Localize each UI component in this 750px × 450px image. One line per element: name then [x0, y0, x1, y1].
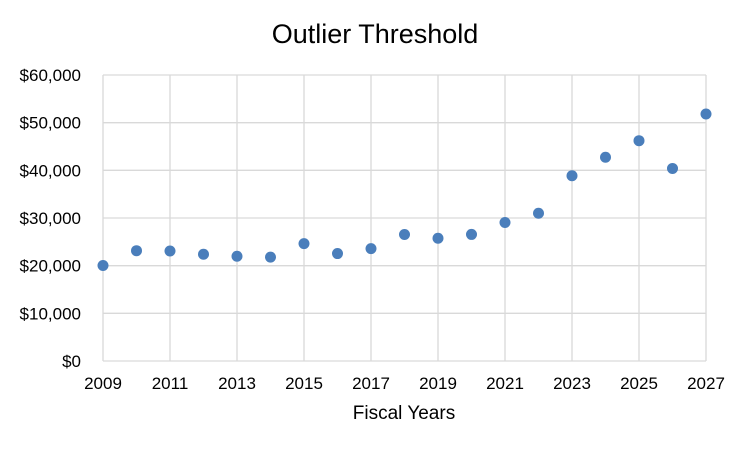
x-axis-ticks: 2009 2011 2013 2015 2017 2019 2021 2023 2025 2027 [84, 374, 725, 393]
data-point [499, 216, 511, 228]
x-tick-label: 2019 [419, 374, 457, 393]
data-point [399, 229, 410, 241]
y-tick-label: $40,000 [20, 161, 81, 180]
x-tick-label: 2009 [84, 374, 122, 393]
data-point [332, 248, 343, 260]
data-point [97, 259, 109, 271]
data-point [566, 170, 578, 182]
x-tick-label: 2021 [486, 374, 524, 393]
x-tick-label: 2025 [620, 374, 658, 393]
x-tick-label: 2011 [152, 374, 189, 393]
x-tick-label: 2023 [553, 374, 591, 393]
data-point [164, 245, 176, 257]
y-tick-label: $0 [62, 352, 81, 371]
data-point [432, 232, 444, 244]
y-axis-ticks: $0 $10,000 $20,000 $30,000 $40,000 $50,000 $60… [20, 66, 81, 371]
data-point [131, 245, 142, 257]
data-point [700, 108, 712, 120]
x-tick-label: 2015 [285, 374, 323, 393]
data-point [365, 243, 377, 255]
x-axis-label: Fiscal Years [353, 403, 455, 424]
data-point [466, 228, 477, 240]
data-point [667, 162, 678, 174]
data-point [600, 151, 611, 163]
data-points [97, 108, 712, 271]
data-point [231, 250, 243, 262]
data-point [533, 207, 544, 219]
x-tick-label: 2017 [352, 374, 390, 393]
chart-title: Outlier Threshold [272, 19, 479, 49]
gridlines [102, 74, 707, 362]
y-tick-label: $50,000 [20, 114, 81, 133]
y-tick-label: $10,000 [20, 304, 81, 323]
x-tick-label: 2013 [218, 374, 256, 393]
y-tick-label: $20,000 [20, 257, 81, 276]
x-tick-label: 2027 [687, 374, 725, 393]
data-point [198, 248, 209, 260]
data-point [265, 251, 276, 263]
data-point [633, 135, 645, 147]
y-tick-label: $30,000 [20, 209, 81, 228]
data-point [298, 238, 310, 250]
y-tick-label: $60,000 [20, 66, 81, 85]
